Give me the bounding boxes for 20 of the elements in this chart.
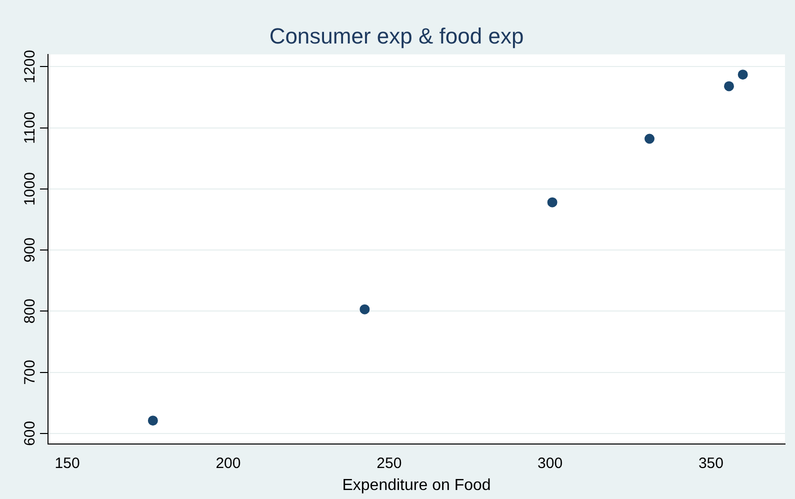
y-tick-label: 1100 (22, 112, 39, 144)
x-tick-label: 150 (54, 454, 80, 472)
x-tick-label: 350 (698, 454, 724, 472)
x-tick-label: 200 (216, 454, 241, 472)
y-tick-label: 600 (22, 420, 39, 446)
y-tick-label: 800 (22, 298, 39, 324)
point (724, 81, 734, 92)
x-axis-title: Expenditure on Food (342, 476, 491, 494)
y-tick-label: 700 (22, 360, 39, 385)
y-tick-label: 900 (22, 238, 39, 263)
x-tick-label: 250 (376, 454, 402, 472)
chart-title: Consumer exp & food exp (269, 23, 524, 48)
y-tick-label: 1200 (22, 50, 39, 84)
point (360, 304, 370, 314)
x-tick-label: 300 (538, 454, 563, 472)
point (148, 416, 158, 426)
point (738, 70, 748, 80)
point (644, 134, 655, 144)
point (547, 197, 558, 208)
y-tick-label: 1000 (22, 172, 39, 206)
